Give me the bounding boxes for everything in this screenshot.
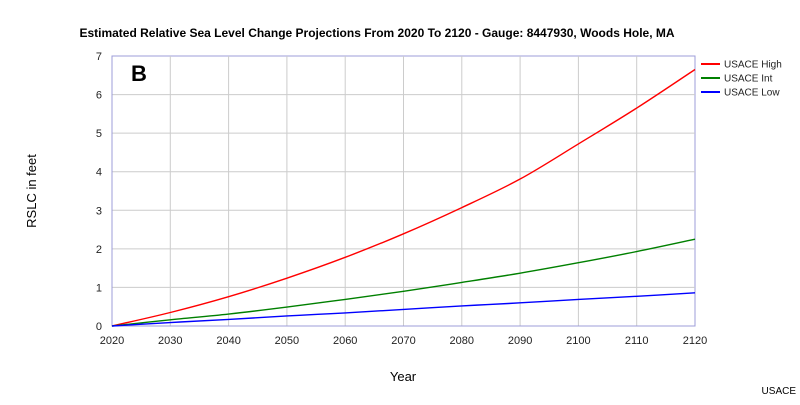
x-tick-label: 2050 (275, 335, 299, 347)
y-tick-label: 1 (96, 282, 102, 294)
y-axis-ticks: 0 1 2 3 4 5 6 7 (96, 51, 102, 333)
legend-label-usace-high: USACE High (724, 60, 782, 71)
series-lines (111, 68, 696, 327)
x-tick-label: 2080 (450, 335, 474, 347)
x-axis-title: Year (390, 369, 417, 384)
y-tick-label: 3 (96, 205, 102, 217)
series-line-usace-int (111, 238, 696, 327)
series-line-usace-low (111, 292, 696, 327)
legend-label-usace-int: USACE Int (724, 74, 773, 85)
y-tick-label: 6 (96, 90, 102, 102)
grid-lines (111, 56, 695, 327)
x-tick-label: 2030 (158, 335, 182, 347)
x-tick-label: 2060 (333, 335, 357, 347)
x-tick-label: 2040 (216, 335, 240, 347)
series-line-usace-high (111, 68, 696, 327)
legend-label-usace-low: USACE Low (724, 88, 780, 99)
x-tick-label: 2100 (566, 335, 590, 347)
x-tick-label: 2020 (100, 335, 124, 347)
y-tick-label: 7 (96, 51, 102, 63)
panel-letter: B (131, 61, 147, 86)
x-axis-ticks: 2020 2030 2040 2050 2060 2070 2080 2090 2100 2110… (100, 335, 707, 347)
x-tick-label: 2090 (508, 335, 532, 347)
y-axis-title: RSLC in feet (24, 154, 39, 228)
x-tick-label: 2110 (625, 335, 649, 347)
y-tick-label: 0 (96, 321, 102, 333)
x-tick-label: 2070 (391, 335, 415, 347)
y-tick-label: 2 (96, 244, 102, 256)
y-tick-label: 4 (96, 167, 102, 179)
credit-label: USACE (762, 386, 797, 397)
y-tick-label: 5 (96, 128, 102, 140)
x-tick-label: 2120 (683, 335, 707, 347)
legend: USACE High USACE Int USACE Low (701, 60, 782, 99)
chart-title: Estimated Relative Sea Level Change Proj… (79, 26, 674, 40)
